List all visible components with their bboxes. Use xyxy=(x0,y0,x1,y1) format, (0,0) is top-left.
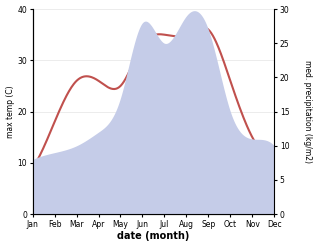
X-axis label: date (month): date (month) xyxy=(117,231,190,242)
Y-axis label: med. precipitation (kg/m2): med. precipitation (kg/m2) xyxy=(303,60,313,163)
Y-axis label: max temp (C): max temp (C) xyxy=(5,85,15,138)
